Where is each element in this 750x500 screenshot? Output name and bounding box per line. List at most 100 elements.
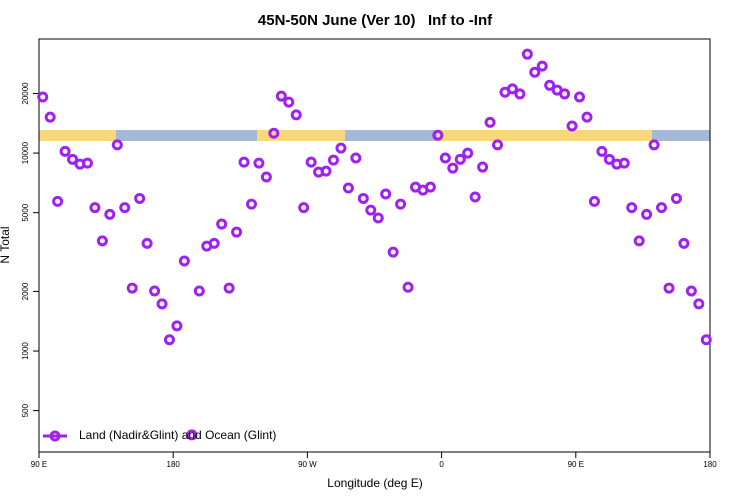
data-point <box>67 153 79 165</box>
data-point <box>268 127 280 139</box>
data-point <box>149 285 161 297</box>
data-point <box>350 152 362 164</box>
data-point <box>193 285 205 297</box>
data-point <box>626 202 638 214</box>
data-point <box>275 90 287 102</box>
data-point <box>566 120 578 132</box>
x-tick-label: 90 W <box>298 460 317 469</box>
data-point <box>81 157 93 169</box>
data-point <box>529 66 541 78</box>
data-point <box>670 192 682 204</box>
data-point <box>186 429 198 441</box>
land-band <box>437 130 652 141</box>
y-tick-label: 500 <box>21 403 30 417</box>
data-point <box>141 237 153 249</box>
data-point <box>126 282 138 294</box>
data-point <box>238 156 250 168</box>
legend-marker <box>49 430 61 442</box>
data-point <box>462 147 474 159</box>
data-point <box>298 202 310 214</box>
data-point <box>685 285 697 297</box>
data-point <box>663 282 675 294</box>
data-point <box>439 152 451 164</box>
data-point <box>305 156 317 168</box>
data-point <box>357 192 369 204</box>
data-point <box>700 334 712 346</box>
data-point <box>514 88 526 100</box>
plot-frame <box>38 38 711 453</box>
data-point <box>380 188 392 200</box>
x-tick-label: 90 E <box>568 460 584 469</box>
data-point <box>648 139 660 151</box>
ocean-band <box>345 130 437 141</box>
data-point <box>633 235 645 247</box>
y-tick-label: 20000 <box>21 82 30 105</box>
data-point <box>104 208 116 220</box>
data-point <box>342 182 354 194</box>
data-point <box>559 88 571 100</box>
data-point <box>156 298 168 310</box>
data-point <box>208 237 220 249</box>
data-point <box>163 334 175 346</box>
data-point <box>260 171 272 183</box>
data-point <box>596 145 608 157</box>
land-ocean-band <box>39 130 710 141</box>
data-point <box>678 237 690 249</box>
data-point <box>134 192 146 204</box>
ocean-band <box>652 130 710 141</box>
data-point <box>536 60 548 72</box>
data-point <box>44 111 56 123</box>
data-point <box>387 246 399 258</box>
x-tick-label: 180 <box>703 460 717 469</box>
data-point <box>603 153 615 165</box>
land-band <box>257 130 345 141</box>
y-axis-label: N Total <box>0 226 12 263</box>
data-point <box>245 198 257 210</box>
land-band <box>39 130 116 141</box>
data-point <box>37 91 49 103</box>
data-point <box>574 91 586 103</box>
data-point <box>283 96 295 108</box>
x-tick-label: 0 <box>439 460 444 469</box>
data-point <box>223 282 235 294</box>
y-tick-label: 1000 <box>21 342 30 360</box>
data-point <box>52 195 64 207</box>
y-tick-label: 10000 <box>21 141 30 164</box>
x-tick-label: 90 E <box>31 460 47 469</box>
data-point <box>693 298 705 310</box>
data-point <box>327 154 339 166</box>
data-point <box>320 165 332 177</box>
x-axis-label: Longitude (deg E) <box>327 476 422 490</box>
data-point <box>290 109 302 121</box>
data-point <box>119 202 131 214</box>
data-point <box>588 195 600 207</box>
data-point <box>492 139 504 151</box>
data-point <box>231 226 243 238</box>
data-point <box>477 161 489 173</box>
data-point <box>365 204 377 216</box>
data-point <box>447 162 459 174</box>
data-point <box>484 116 496 128</box>
y-tick-label: 2000 <box>21 282 30 300</box>
data-point <box>59 145 71 157</box>
data-point <box>506 83 518 95</box>
data-point <box>432 129 444 141</box>
ocean-band <box>116 130 257 141</box>
data-point <box>96 235 108 247</box>
data-point <box>641 208 653 220</box>
data-point <box>372 212 384 224</box>
data-point <box>544 79 556 91</box>
x-tick-label: 180 <box>167 460 181 469</box>
data-point <box>424 181 436 193</box>
data-point <box>171 320 183 332</box>
data-point <box>216 218 228 230</box>
data-point <box>469 191 481 203</box>
data-point <box>178 255 190 267</box>
data-point <box>111 139 123 151</box>
data-point <box>253 157 265 169</box>
data-point <box>335 142 347 154</box>
data-point <box>89 202 101 214</box>
data-point <box>581 111 593 123</box>
data-point <box>521 48 533 60</box>
